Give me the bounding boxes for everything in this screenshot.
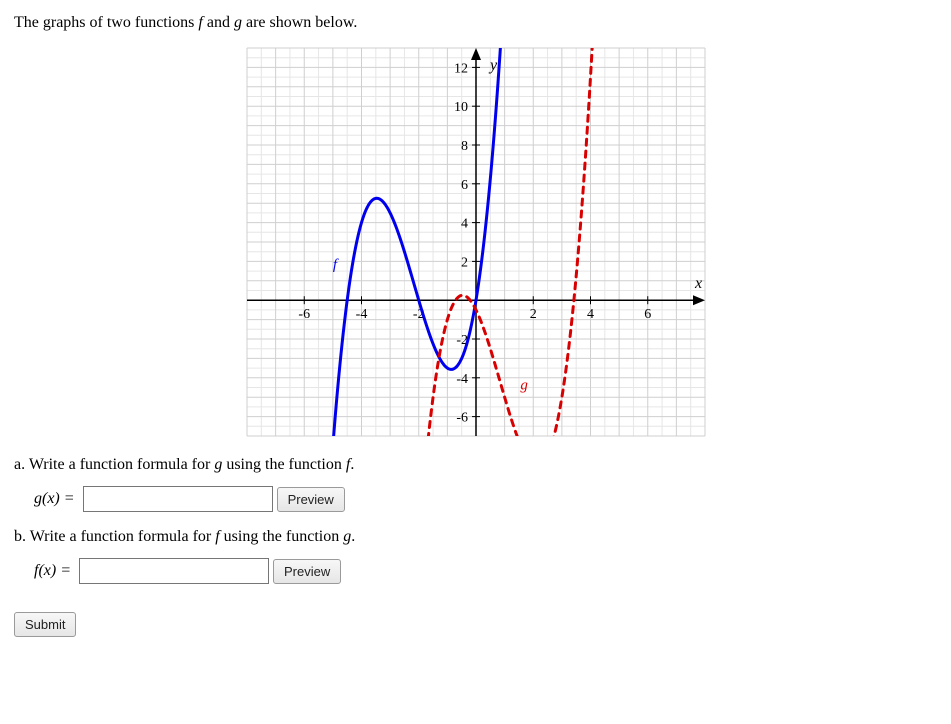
f-equals-label: f(x) = — [34, 562, 75, 579]
svg-text:4: 4 — [461, 217, 468, 232]
preview-button-b[interactable]: Preview — [273, 559, 341, 584]
prompt-mid: and — [203, 14, 234, 31]
svg-text:2: 2 — [529, 307, 536, 322]
svg-text:4: 4 — [587, 307, 594, 322]
qb-prefix: b. Write a function formula for — [14, 528, 215, 545]
g-symbol: g — [234, 14, 242, 31]
prompt-prefix: The graphs of two functions — [14, 14, 198, 31]
answer-row-b: f(x) = Preview — [34, 558, 937, 584]
svg-text:x: x — [694, 275, 702, 292]
submit-button[interactable]: Submit — [14, 612, 76, 637]
svg-text:y: y — [488, 57, 498, 74]
svg-text:6: 6 — [461, 178, 468, 193]
g-of-x-input[interactable] — [83, 486, 273, 512]
svg-text:2: 2 — [461, 255, 468, 270]
g-equals-label: g(x) = — [34, 490, 79, 507]
preview-button-a[interactable]: Preview — [277, 487, 345, 512]
submit-row: Submit — [14, 612, 937, 637]
prompt-suffix: are shown below. — [242, 14, 357, 31]
question-b: b. Write a function formula for f using … — [14, 528, 937, 546]
svg-text:-6: -6 — [298, 307, 310, 322]
svg-text:-4: -4 — [355, 307, 367, 322]
svg-text:10: 10 — [454, 100, 468, 115]
qa-mid: using the function — [222, 456, 346, 473]
f-of-x-input[interactable] — [79, 558, 269, 584]
svg-text:8: 8 — [461, 139, 468, 154]
svg-text:6: 6 — [644, 307, 651, 322]
qb-suffix: . — [351, 528, 355, 545]
svg-text:-4: -4 — [456, 372, 468, 387]
svg-text:-6: -6 — [456, 411, 468, 426]
graph-container: -6-4-2246-6-4-224681012xyfg — [14, 42, 937, 442]
svg-text:g: g — [520, 377, 528, 393]
question-block: a. Write a function formula for g using … — [14, 456, 937, 584]
answer-row-a: g(x) = Preview — [34, 486, 937, 512]
qa-prefix: a. Write a function formula for — [14, 456, 214, 473]
function-graph: -6-4-2246-6-4-224681012xyfg — [241, 42, 711, 442]
qb-mid: using the function — [220, 528, 344, 545]
svg-text:12: 12 — [454, 61, 468, 76]
question-a: a. Write a function formula for g using … — [14, 456, 937, 474]
qa-suffix: . — [350, 456, 354, 473]
problem-prompt: The graphs of two functions f and g are … — [14, 14, 937, 32]
